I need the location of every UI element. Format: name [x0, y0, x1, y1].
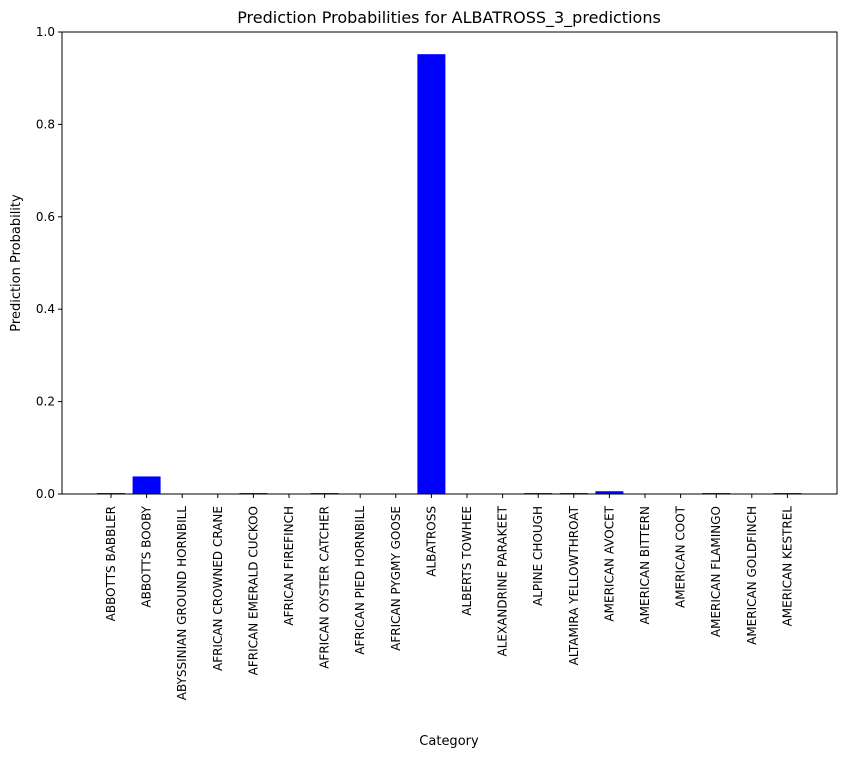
y-tick-label: 0.4 — [36, 302, 55, 316]
x-tick-label: AMERICAN KESTREL — [780, 506, 794, 627]
bar — [595, 491, 624, 494]
x-tick-label: AFRICAN PYGMY GOOSE — [389, 506, 403, 651]
x-tick-label: AFRICAN CROWNED CRANE — [211, 506, 225, 671]
x-tick-label: AFRICAN PIED HORNBILL — [353, 506, 367, 655]
x-tick-label: AFRICAN OYSTER CATCHER — [318, 506, 332, 669]
y-axis-label: Prediction Probability — [9, 194, 24, 332]
x-tick-label: ALTAMIRA YELLOWTHROAT — [567, 505, 581, 665]
plot-frame — [61, 31, 838, 495]
x-tick-label: ALPINE CHOUGH — [531, 506, 545, 606]
x-axis-label: Category — [419, 734, 479, 749]
x-tick-label: ALBERTS TOWHEE — [460, 506, 474, 616]
chart-title: Prediction Probabilities for ALBATROSS_3… — [237, 8, 661, 28]
y-tick-label: 1.0 — [36, 25, 55, 39]
y-tick-label: 0.2 — [36, 395, 55, 409]
bar — [132, 476, 161, 494]
x-tick-label: ABBOTTS BABBLER — [104, 506, 118, 621]
y-tick-label: 0.8 — [36, 117, 55, 131]
x-tick-label: AFRICAN EMERALD CUCKOO — [246, 506, 260, 675]
y-axis: 0.0 0.2 0.4 0.6 0.8 1.0 — [36, 25, 62, 501]
y-tick-label: 0.0 — [36, 487, 55, 501]
x-tick-label: AMERICAN BITTERN — [638, 506, 652, 625]
x-tick-label: ALEXANDRINE PARAKEET — [496, 505, 510, 656]
x-tick-label: AMERICAN GOLDFINCH — [745, 506, 759, 645]
x-tick-label: ABBOTTS BOOBY — [140, 505, 154, 607]
x-tick-label: AMERICAN FLAMINGO — [709, 506, 723, 637]
bar — [417, 54, 446, 495]
y-tick-label: 0.6 — [36, 210, 55, 224]
x-tick-label: AMERICAN AVOCET — [602, 505, 616, 621]
x-tick-label: AMERICAN COOT — [674, 505, 688, 608]
bars — [97, 54, 802, 495]
x-tick-label: ABYSSINIAN GROUND HORNBILL — [175, 506, 189, 701]
x-axis: ABBOTTS BABBLER ABBOTTS BOOBY ABYSSINIAN G… — [104, 494, 794, 700]
x-tick-label: AFRICAN FIREFINCH — [282, 506, 296, 626]
x-tick-label: ALBATROSS — [424, 506, 438, 577]
